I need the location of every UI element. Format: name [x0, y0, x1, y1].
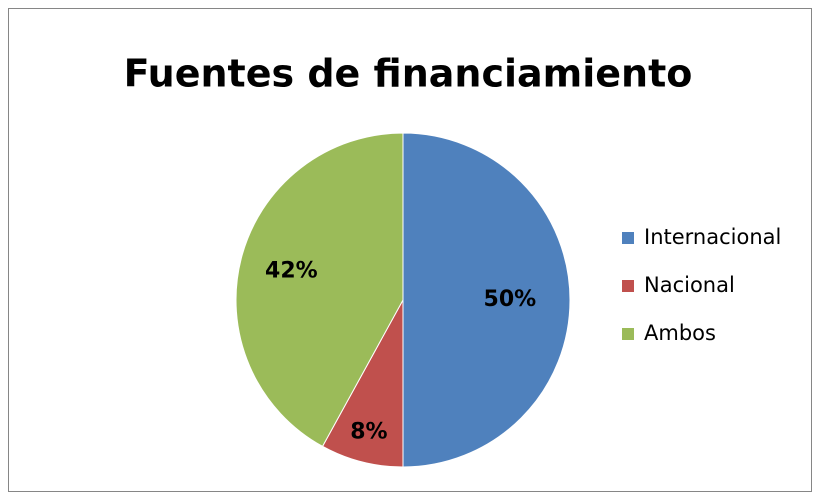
- legend-label: Ambos: [644, 321, 716, 345]
- legend-swatch: [622, 232, 634, 244]
- chart-title: Fuentes de financiamiento: [124, 52, 693, 96]
- data-label: 8%: [350, 420, 387, 445]
- legend-label: Internacional: [644, 225, 781, 249]
- pie-slice: [235, 132, 404, 448]
- data-label: 42%: [265, 258, 318, 283]
- legend-swatch: [622, 328, 634, 340]
- data-label: 50%: [484, 287, 537, 312]
- pie-slice: [402, 132, 571, 468]
- legend-label: Nacional: [644, 273, 735, 297]
- legend-swatch: [622, 280, 634, 292]
